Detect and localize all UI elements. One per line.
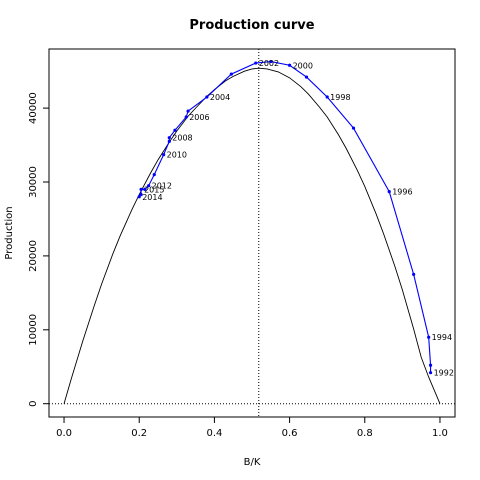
y-tick-label: 0	[28, 401, 39, 407]
year-label: 2002	[259, 59, 279, 68]
year-label: 2008	[172, 134, 192, 143]
year-label: 2012	[152, 182, 172, 191]
data-point	[167, 136, 171, 140]
data-point	[173, 128, 177, 132]
data-point	[254, 61, 258, 65]
data-point	[287, 63, 292, 67]
year-label: 1994	[432, 333, 452, 342]
data-point	[304, 75, 309, 79]
data-point	[229, 72, 233, 76]
plot-area: 1992 1994 1996 1998 2000 2002 2004 2006 2008 2010…	[28, 48, 456, 439]
data-point	[143, 187, 147, 192]
data-point	[351, 126, 356, 130]
data-point	[186, 109, 190, 113]
x-tick-label: 0.4	[206, 428, 222, 439]
data-point	[428, 371, 433, 375]
data-point	[162, 153, 166, 157]
year-label: 1998	[330, 93, 350, 102]
year-label: 1992	[434, 369, 454, 378]
data-point	[147, 184, 151, 188]
year-label: 2015	[144, 185, 164, 194]
y-tick-label: 20000	[28, 240, 39, 272]
year-label: 2010	[167, 151, 187, 160]
data-point	[412, 272, 416, 276]
data-point	[427, 335, 431, 339]
data-point	[387, 190, 391, 194]
y-tick-label: 30000	[28, 166, 39, 198]
x-tick-label: 0.6	[282, 428, 298, 439]
x-tick-label: 0.8	[357, 428, 373, 439]
data-point	[184, 115, 188, 119]
year-label: 1996	[392, 188, 412, 197]
x-axis-label: B/K	[244, 457, 261, 468]
year-label: 2006	[189, 113, 209, 122]
plot-frame	[48, 48, 456, 418]
data-point	[137, 195, 141, 199]
x-tick-label: 1.0	[432, 428, 448, 439]
year-label: 2004	[210, 93, 230, 102]
chart-title: Production curve	[189, 18, 314, 33]
data-point	[139, 192, 143, 197]
data-point	[428, 363, 433, 367]
x-tick-label: 0.2	[131, 428, 147, 439]
data-point	[139, 187, 143, 192]
y-tick-label: 10000	[28, 314, 39, 346]
data-point	[325, 95, 329, 99]
year-label: 2014	[142, 193, 162, 202]
y-axis-label: Production	[4, 206, 15, 259]
data-point	[269, 59, 273, 64]
data-point	[152, 173, 156, 177]
y-tick-label: 40000	[28, 92, 39, 124]
data-point	[205, 95, 209, 99]
series-line-0	[138, 61, 432, 373]
data-point	[167, 139, 171, 143]
fitted-curve	[63, 67, 441, 404]
x-tick-label: 0.0	[56, 428, 72, 439]
year-label: 2000	[293, 61, 313, 70]
